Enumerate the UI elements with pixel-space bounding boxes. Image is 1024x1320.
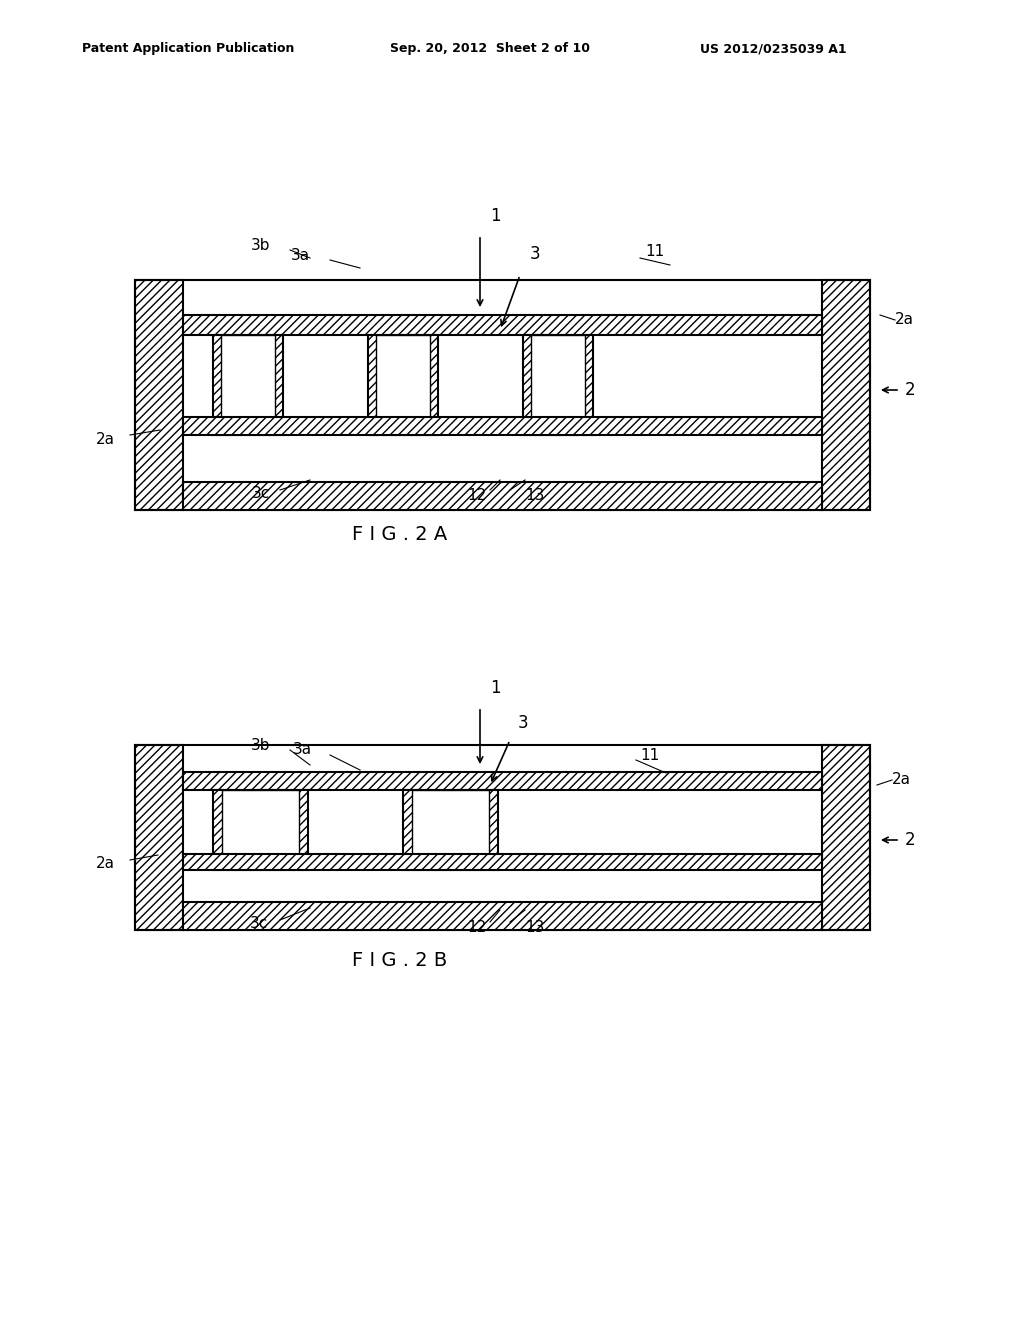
Text: 2a: 2a: [96, 433, 115, 447]
Bar: [183, 482, 822, 510]
Text: Sep. 20, 2012  Sheet 2 of 10: Sep. 20, 2012 Sheet 2 of 10: [390, 42, 590, 55]
Bar: [183, 854, 822, 870]
Text: 13: 13: [525, 920, 545, 935]
Bar: [183, 315, 822, 335]
Text: 2a: 2a: [895, 313, 914, 327]
Text: F I G . 2 A: F I G . 2 A: [352, 525, 447, 544]
Bar: [183, 902, 822, 931]
Text: F I G . 2 B: F I G . 2 B: [352, 950, 447, 969]
Text: 3: 3: [530, 246, 541, 263]
Bar: [135, 280, 870, 510]
Bar: [183, 315, 822, 335]
Bar: [213, 789, 308, 870]
Text: 11: 11: [640, 747, 659, 763]
Bar: [531, 335, 585, 426]
Bar: [221, 335, 275, 426]
Bar: [376, 335, 430, 426]
Text: 2: 2: [905, 381, 915, 399]
Bar: [135, 744, 870, 931]
Text: 3b: 3b: [251, 738, 270, 752]
Text: 2: 2: [905, 832, 915, 849]
Bar: [135, 280, 183, 510]
Bar: [183, 854, 822, 870]
Bar: [412, 789, 489, 861]
Bar: [222, 789, 299, 861]
Bar: [368, 335, 438, 436]
Text: 3b: 3b: [251, 238, 270, 252]
Text: 1: 1: [490, 678, 501, 697]
Bar: [183, 482, 822, 510]
Text: 12: 12: [468, 487, 487, 503]
Text: 13: 13: [525, 487, 545, 503]
Text: 12: 12: [468, 920, 487, 935]
Bar: [183, 417, 822, 436]
Bar: [403, 789, 498, 870]
Text: 3a: 3a: [293, 742, 312, 758]
Text: 3c: 3c: [252, 487, 270, 502]
Text: 2a: 2a: [96, 857, 115, 871]
Bar: [822, 280, 870, 510]
Text: 2a: 2a: [892, 772, 911, 788]
Bar: [183, 772, 822, 789]
Bar: [822, 744, 870, 931]
Bar: [183, 902, 822, 931]
Bar: [183, 417, 822, 436]
Text: 3a: 3a: [291, 248, 310, 263]
Text: US 2012/0235039 A1: US 2012/0235039 A1: [700, 42, 847, 55]
Text: 11: 11: [645, 244, 665, 260]
Text: 1: 1: [490, 207, 501, 224]
Text: 3: 3: [518, 714, 528, 733]
Bar: [135, 744, 183, 931]
Bar: [523, 335, 593, 436]
Text: Patent Application Publication: Patent Application Publication: [82, 42, 294, 55]
Bar: [183, 772, 822, 789]
Text: 3c: 3c: [250, 916, 268, 932]
Bar: [213, 335, 283, 436]
